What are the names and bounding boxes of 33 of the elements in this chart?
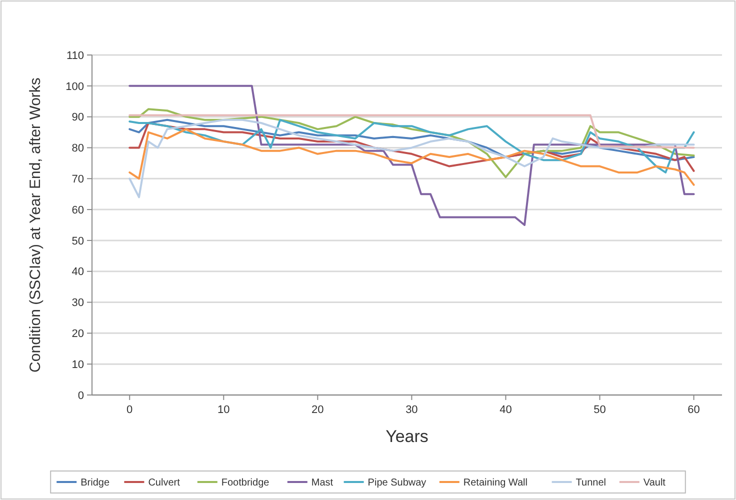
y-tick-label: 60 (72, 204, 84, 216)
y-tick-label: 90 (72, 112, 84, 124)
x-tick-label: 10 (218, 404, 230, 416)
y-tick-label: 50 (72, 235, 84, 248)
y-tick-label: 100 (66, 80, 84, 93)
y-axis-title: Condition (SSCIav) at Year End, after Works (27, 78, 44, 372)
y-tick-label: 0 (78, 390, 84, 402)
x-tick-label: 30 (406, 404, 418, 416)
legend-label: Mast (311, 478, 334, 488)
y-tick-label: 70 (72, 173, 84, 186)
legend-label: Retaining Wall (463, 478, 528, 488)
legend-label: Culvert (148, 478, 180, 488)
y-tick-label: 80 (72, 142, 84, 155)
y-tick-label: 20 (72, 328, 84, 340)
legend-label: Footbridge (221, 478, 270, 488)
x-tick-label: 60 (688, 404, 700, 416)
line-series (128, 108, 695, 178)
line-series (128, 128, 695, 186)
legend-label: Pipe Subway (368, 478, 426, 488)
x-tick-label: 40 (500, 404, 512, 416)
y-tick-label: 40 (72, 266, 84, 278)
y-tick-label: 110 (66, 50, 84, 62)
x-tick-label: 20 (312, 404, 324, 416)
line-series (128, 118, 695, 198)
y-tick-label: 30 (72, 297, 84, 310)
line-series (128, 84, 695, 226)
x-axis-title: Years (386, 427, 428, 446)
legend-label: Tunnel (576, 478, 606, 488)
x-tick-label: 50 (594, 404, 606, 416)
x-tick-label: 0 (126, 404, 133, 416)
legend-label: Bridge (80, 478, 110, 488)
legend-label: Vault (643, 478, 666, 488)
y-tick-label: 10 (72, 358, 84, 371)
